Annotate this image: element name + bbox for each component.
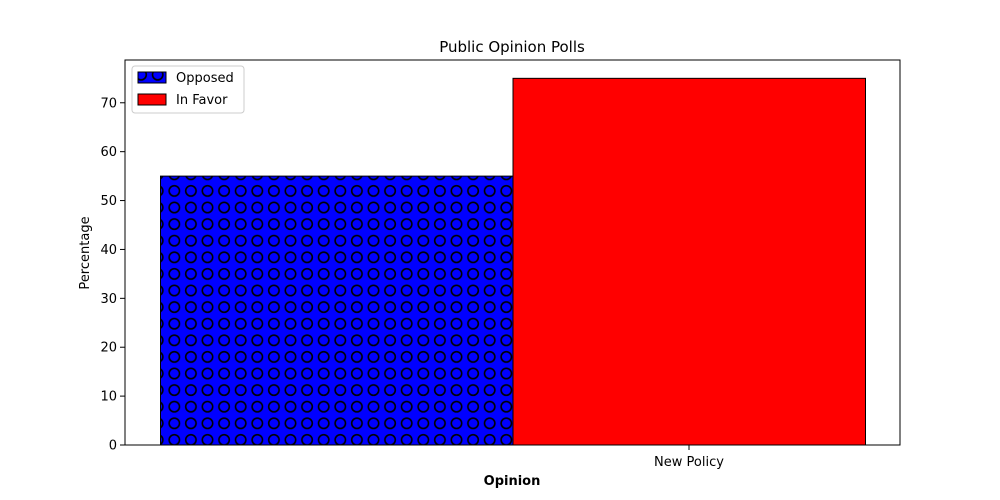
- y-tick-label: 20: [100, 341, 117, 356]
- y-tick-label: 70: [100, 96, 117, 111]
- legend-label-opposed: Opposed: [176, 71, 234, 86]
- bars-group: [160, 77, 866, 446]
- y-tick-label: 10: [100, 390, 117, 405]
- chart-title: Public Opinion Polls: [439, 38, 585, 56]
- y-tick-label: 50: [100, 194, 117, 209]
- y-axis-label: Percentage: [78, 216, 93, 289]
- legend-label-in-favor: In Favor: [176, 93, 228, 108]
- y-tick-label: 40: [100, 243, 117, 258]
- plot-area: 0 10 20 30 40 50 60 70 New Policy: [100, 59, 901, 470]
- legend: Opposed In Favor: [131, 65, 245, 114]
- legend-swatch-opposed: [137, 71, 167, 84]
- y-axis-ticks: 0 10 20 30 40 50 60 70: [100, 96, 125, 454]
- y-tick-label: 0: [109, 439, 117, 454]
- y-tick-label: 30: [100, 292, 117, 307]
- bar-opposed: [160, 175, 514, 446]
- x-axis-ticks: New Policy: [654, 445, 724, 470]
- bar-in-favor: [512, 77, 866, 446]
- legend-swatch-in-favor: [137, 93, 167, 106]
- x-tick-label: New Policy: [654, 455, 724, 470]
- y-tick-label: 60: [100, 145, 117, 160]
- x-axis-label: Opinion: [484, 474, 541, 489]
